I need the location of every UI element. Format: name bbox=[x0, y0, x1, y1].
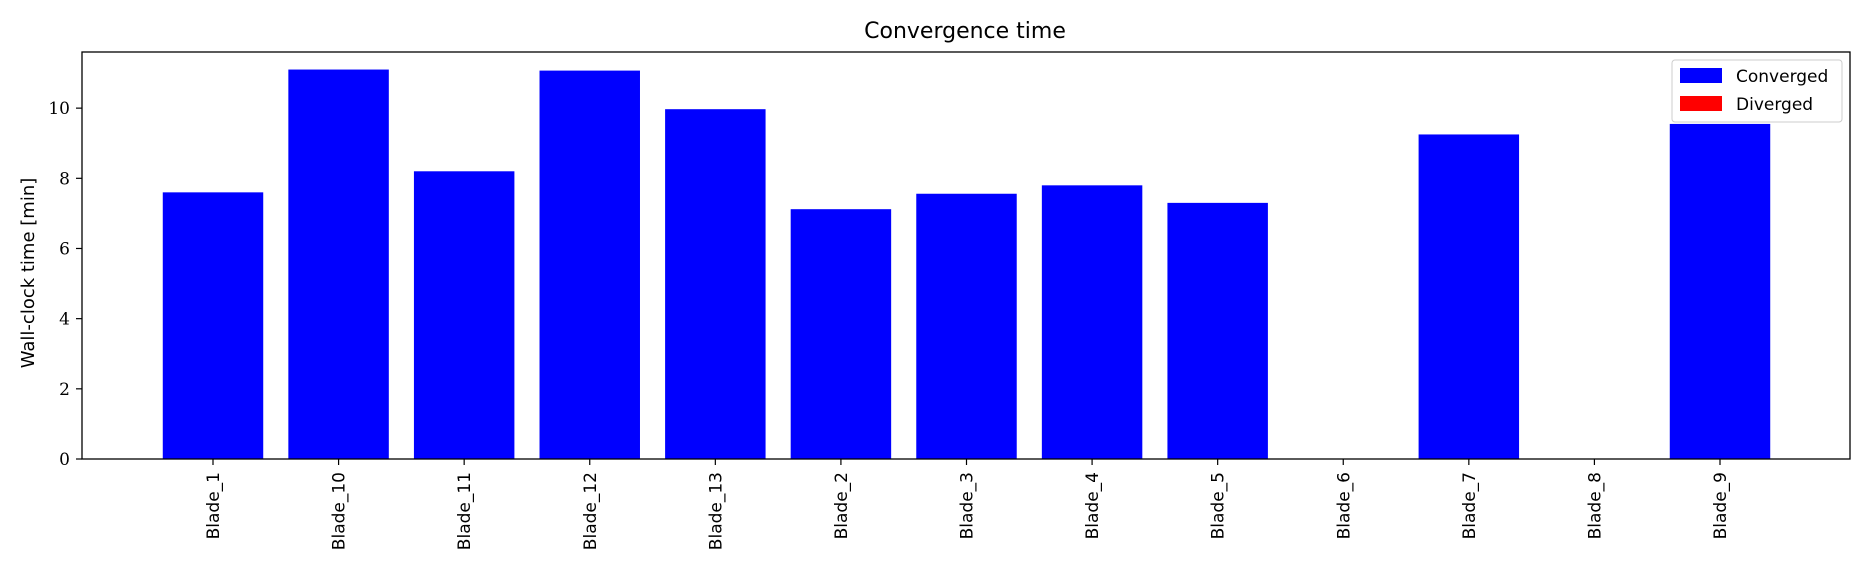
y-tick-label: 10 bbox=[48, 99, 70, 119]
bar-blade-3-converged bbox=[916, 193, 1017, 459]
x-tick-label: Blade_3 bbox=[958, 472, 978, 539]
bar-blade-13-converged bbox=[665, 109, 766, 459]
bar-blade-7-converged bbox=[1418, 134, 1520, 460]
plot-frame bbox=[81, 51, 1851, 460]
legend-label-converged: Converged bbox=[1736, 67, 1828, 87]
x-tick-label: Blade_8 bbox=[1585, 472, 1605, 539]
bar-blade-2-converged bbox=[790, 209, 892, 459]
bar-blade-10-converged bbox=[288, 69, 389, 460]
x-tick-label: Blade_4 bbox=[1083, 472, 1103, 539]
legend-swatch-diverged bbox=[1680, 96, 1722, 111]
y-tick-label: 0 bbox=[59, 450, 70, 470]
legend: Converged Diverged bbox=[1671, 59, 1843, 123]
chart-title: Convergence time bbox=[864, 19, 1066, 44]
bar-blade-12-converged bbox=[539, 70, 640, 459]
y-tick-label: 6 bbox=[59, 239, 70, 259]
x-tick-label: Blade_1 bbox=[204, 472, 224, 539]
x-tick-label: Blade_13 bbox=[706, 472, 726, 550]
x-tick-label: Blade_10 bbox=[330, 472, 350, 550]
bar-blade-1-converged bbox=[162, 192, 264, 459]
x-tick-label: Blade_9 bbox=[1711, 472, 1731, 539]
x-tick-label: Blade_2 bbox=[832, 472, 852, 539]
bar-blade-9-converged bbox=[1669, 123, 1771, 459]
legend-swatch-converged bbox=[1680, 68, 1722, 83]
x-tick-label: Blade_5 bbox=[1209, 472, 1229, 539]
x-tick-label: Blade_6 bbox=[1334, 472, 1354, 539]
y-ticks-group: 0 2 4 6 8 10 bbox=[48, 99, 82, 470]
bar-blade-4-converged bbox=[1041, 185, 1143, 460]
x-ticks-group: Blade_1 Blade_10 Blade_11 Blade_12 Blade_13 B… bbox=[204, 459, 1731, 550]
x-tick-label: Blade_7 bbox=[1460, 472, 1480, 539]
y-tick-label: 2 bbox=[59, 380, 70, 400]
bar-blade-5-converged bbox=[1167, 202, 1268, 459]
x-tick-label: Blade_12 bbox=[581, 472, 601, 550]
bars-group bbox=[162, 69, 1771, 460]
y-axis-label: Wall-clock time [min] bbox=[18, 178, 39, 369]
y-tick-label: 4 bbox=[59, 310, 70, 330]
y-tick-label: 8 bbox=[59, 169, 70, 189]
x-tick-label: Blade_11 bbox=[455, 472, 475, 550]
bar-blade-11-converged bbox=[413, 171, 515, 460]
legend-label-diverged: Diverged bbox=[1736, 95, 1813, 115]
